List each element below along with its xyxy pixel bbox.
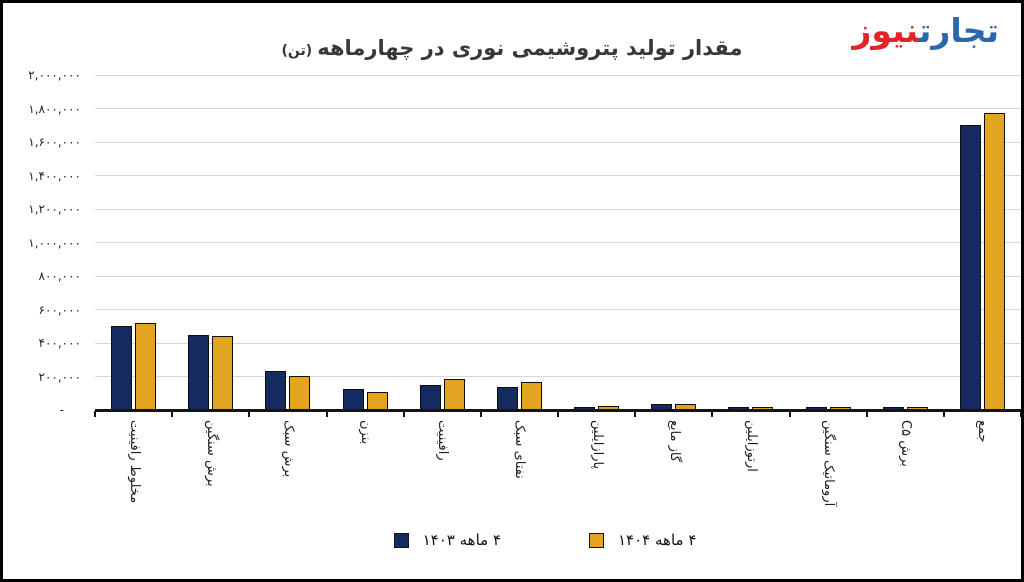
y-axis-label: ۱,۴۰۰,۰۰۰ (28, 168, 81, 183)
bar-series1 (111, 326, 133, 410)
chart-title: مقدار تولید پتروشیمی نوری در چهارماهه (317, 36, 743, 60)
y-axis-label: ۱,۲۰۰,۰۰۰ (28, 202, 81, 216)
y-axis-label: ۴۰۰,۰۰۰ (38, 336, 82, 350)
y-axis-label: ۲,۰۰۰,۰۰۰ (28, 68, 81, 82)
y-axis-label: - (59, 403, 64, 417)
gridline (95, 141, 1021, 143)
bar-series1 (342, 389, 364, 410)
bar-series2 (983, 113, 1005, 410)
legend-label: ۴ ماهه ۱۴۰۳ (422, 531, 501, 549)
x-category-label: برش C۵ (898, 420, 914, 467)
chart-title-unit: (تن) (281, 43, 313, 59)
x-category-label: ارتوزایلین (743, 420, 759, 472)
y-axis-label: ۱,۰۰۰,۰۰۰ (28, 235, 81, 250)
bar-series2 (366, 392, 388, 410)
axis-tick (325, 411, 328, 417)
legend-marker-series1 (393, 532, 409, 548)
bar-series1 (419, 385, 441, 410)
gridline (95, 342, 1021, 344)
x-category-label: گاز مایع (666, 420, 682, 463)
x-category-label: برش سنگین (203, 420, 219, 487)
x-category-label: نفتای سبک (512, 420, 528, 479)
y-axis-label: ۱,۸۰۰,۰۰۰ (28, 101, 81, 116)
gridline (95, 208, 1021, 210)
bar-series2 (443, 379, 465, 410)
brand-logo: تجارتنیوز (842, 11, 1003, 56)
axis-tick (942, 411, 945, 417)
legend-item: ۴ ماهه ۱۴۰۴ (589, 531, 696, 549)
axis-tick (711, 411, 714, 417)
bar-series2 (135, 323, 157, 410)
bar-series1 (188, 335, 210, 410)
gridline (95, 275, 1021, 277)
legend: ۴ ماهه ۱۴۰۳ ۴ ماهه ۱۴۰۴ (3, 531, 1021, 549)
gridline (95, 108, 1021, 109)
axis-tick (1020, 411, 1021, 417)
axis-tick (788, 411, 791, 417)
gridline (95, 74, 1021, 76)
axis-tick (171, 411, 174, 417)
bar-series1 (496, 387, 518, 410)
x-category-label: پارازایلین (589, 420, 605, 470)
axis-tick (634, 411, 637, 417)
legend-marker-series2 (589, 532, 604, 548)
gridline (95, 309, 1021, 310)
axis-tick (479, 411, 482, 417)
legend-item: ۴ ماهه ۱۴۰۳ (393, 531, 501, 549)
y-axis-label: ۱,۶۰۰,۰۰۰ (28, 135, 81, 149)
gridline (95, 175, 1021, 176)
y-axis-label: ۸۰۰,۰۰۰ (38, 269, 82, 283)
y-axis-label: ۶۰۰,۰۰۰ (38, 302, 82, 317)
x-category-label: مخلوط رافینیت (126, 420, 142, 504)
axis-tick (94, 411, 96, 417)
y-axis-label: ۲۰۰,۰۰۰ (38, 369, 82, 384)
x-axis-line (95, 409, 1021, 412)
logo-text-news: نیوز (852, 11, 920, 50)
bar-series1 (265, 371, 287, 410)
bar-series2 (520, 382, 542, 410)
legend-label: ۴ ماهه ۱۴۰۴ (618, 531, 697, 549)
bar-series1 (959, 125, 981, 410)
logo-text-tejarat: تجارت (919, 11, 1000, 50)
x-category-label: رافینیت (435, 420, 451, 461)
x-category-label: آروماتیک سنگین (821, 420, 837, 507)
gridline (95, 376, 1021, 377)
axis-tick (402, 411, 405, 417)
axis-tick (865, 411, 868, 417)
axis-tick (248, 411, 251, 417)
bar-series2 (212, 336, 234, 410)
x-category-label: بنزن (358, 420, 374, 445)
gridline (95, 242, 1021, 243)
x-category-label: برش سبک (280, 420, 296, 478)
bar-series2 (289, 376, 311, 410)
x-category-label: جمع (975, 420, 991, 443)
axis-tick (557, 411, 559, 417)
